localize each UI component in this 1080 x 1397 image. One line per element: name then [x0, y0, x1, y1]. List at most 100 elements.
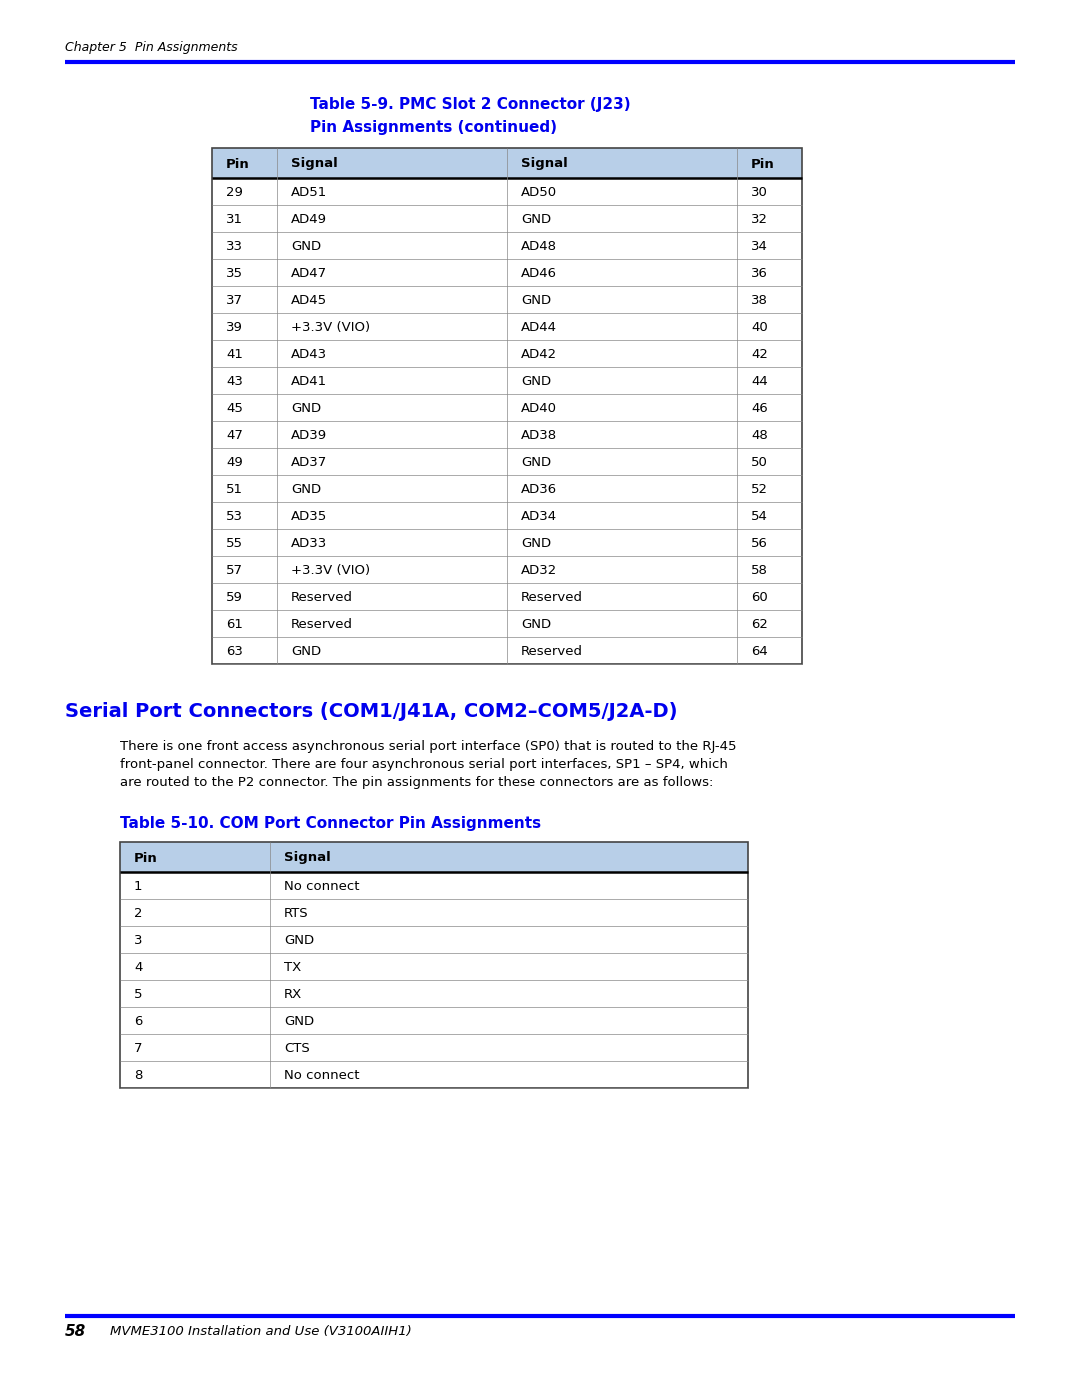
Text: AD50: AD50	[521, 186, 557, 198]
Bar	[507, 583, 737, 610]
Text: 54: 54	[751, 510, 768, 522]
Bar	[737, 448, 802, 475]
Text: 63: 63	[226, 645, 243, 658]
Bar	[737, 258, 802, 286]
Text: 6: 6	[134, 1016, 143, 1028]
Bar	[270, 1034, 748, 1060]
Bar	[507, 286, 737, 313]
Bar	[276, 313, 507, 339]
Bar	[212, 232, 276, 258]
Text: 43: 43	[226, 374, 243, 388]
Text: No connect: No connect	[284, 880, 360, 893]
Text: 35: 35	[226, 267, 243, 279]
Bar	[270, 1007, 748, 1034]
Bar	[120, 872, 270, 900]
Bar	[120, 842, 270, 872]
Bar	[276, 529, 507, 556]
Text: Table 5-9. PMC Slot 2 Connector (J23): Table 5-9. PMC Slot 2 Connector (J23)	[310, 96, 631, 112]
Bar	[212, 610, 276, 637]
Bar	[270, 1060, 748, 1088]
Bar	[270, 953, 748, 981]
Bar	[270, 900, 748, 926]
Bar	[276, 367, 507, 394]
Bar	[737, 232, 802, 258]
Text: 48: 48	[751, 429, 768, 441]
Text: Reserved: Reserved	[291, 617, 353, 631]
Text: GND: GND	[521, 293, 551, 307]
Bar	[737, 529, 802, 556]
Text: AD38: AD38	[521, 429, 557, 441]
Text: 41: 41	[226, 348, 243, 360]
Bar	[212, 394, 276, 420]
Bar	[270, 842, 748, 872]
Bar	[212, 258, 276, 286]
Bar	[276, 286, 507, 313]
Bar	[212, 205, 276, 232]
Text: AD42: AD42	[521, 348, 557, 360]
Text: GND: GND	[521, 212, 551, 226]
Bar	[737, 367, 802, 394]
Text: 36: 36	[751, 267, 768, 279]
Bar	[737, 556, 802, 583]
Bar	[507, 529, 737, 556]
Bar	[737, 394, 802, 420]
Text: 33: 33	[226, 240, 243, 253]
Bar	[737, 583, 802, 610]
Text: Chapter 5  Pin Assignments: Chapter 5 Pin Assignments	[65, 41, 238, 53]
Text: 61: 61	[226, 617, 243, 631]
Bar	[507, 556, 737, 583]
Text: 47: 47	[226, 429, 243, 441]
Bar	[212, 367, 276, 394]
Bar	[120, 981, 270, 1007]
Text: AD40: AD40	[521, 402, 557, 415]
Bar	[507, 475, 737, 502]
Bar	[507, 232, 737, 258]
Text: 46: 46	[751, 402, 768, 415]
Text: Pin: Pin	[134, 852, 158, 865]
Text: Pin Assignments (continued): Pin Assignments (continued)	[310, 120, 557, 136]
Bar	[507, 205, 737, 232]
Text: 64: 64	[751, 645, 768, 658]
Text: There is one front access asynchronous serial port interface (SP0) that is route: There is one front access asynchronous s…	[120, 740, 737, 753]
Text: 42: 42	[751, 348, 768, 360]
Text: CTS: CTS	[284, 1042, 310, 1055]
Text: 29: 29	[226, 186, 243, 198]
Text: Reserved: Reserved	[521, 645, 583, 658]
Bar	[212, 583, 276, 610]
Text: GND: GND	[521, 455, 551, 469]
Text: AD36: AD36	[521, 483, 557, 496]
Text: Reserved: Reserved	[521, 591, 583, 604]
Bar	[120, 1060, 270, 1088]
Bar	[212, 637, 276, 664]
Text: AD32: AD32	[521, 564, 557, 577]
Bar	[276, 420, 507, 448]
Text: Reserved: Reserved	[291, 591, 353, 604]
Bar	[737, 610, 802, 637]
Bar	[212, 313, 276, 339]
Text: AD49: AD49	[291, 212, 327, 226]
Text: 60: 60	[751, 591, 768, 604]
Text: 59: 59	[226, 591, 243, 604]
Text: Pin: Pin	[751, 158, 774, 170]
Text: 32: 32	[751, 212, 768, 226]
Text: GND: GND	[521, 536, 551, 550]
Bar	[212, 286, 276, 313]
Text: 2: 2	[134, 907, 143, 921]
Text: AD45: AD45	[291, 293, 327, 307]
Text: AD46: AD46	[521, 267, 557, 279]
Bar	[276, 583, 507, 610]
Text: 31: 31	[226, 212, 243, 226]
Text: 40: 40	[751, 321, 768, 334]
Text: Signal: Signal	[284, 852, 330, 865]
Text: 1: 1	[134, 880, 143, 893]
Bar	[212, 177, 276, 205]
Text: AD33: AD33	[291, 536, 327, 550]
Bar	[212, 529, 276, 556]
Bar	[276, 177, 507, 205]
Text: 4: 4	[134, 961, 143, 974]
Text: 8: 8	[134, 1069, 143, 1083]
Text: GND: GND	[291, 240, 321, 253]
Bar	[737, 313, 802, 339]
Bar	[507, 367, 737, 394]
Text: GND: GND	[291, 645, 321, 658]
